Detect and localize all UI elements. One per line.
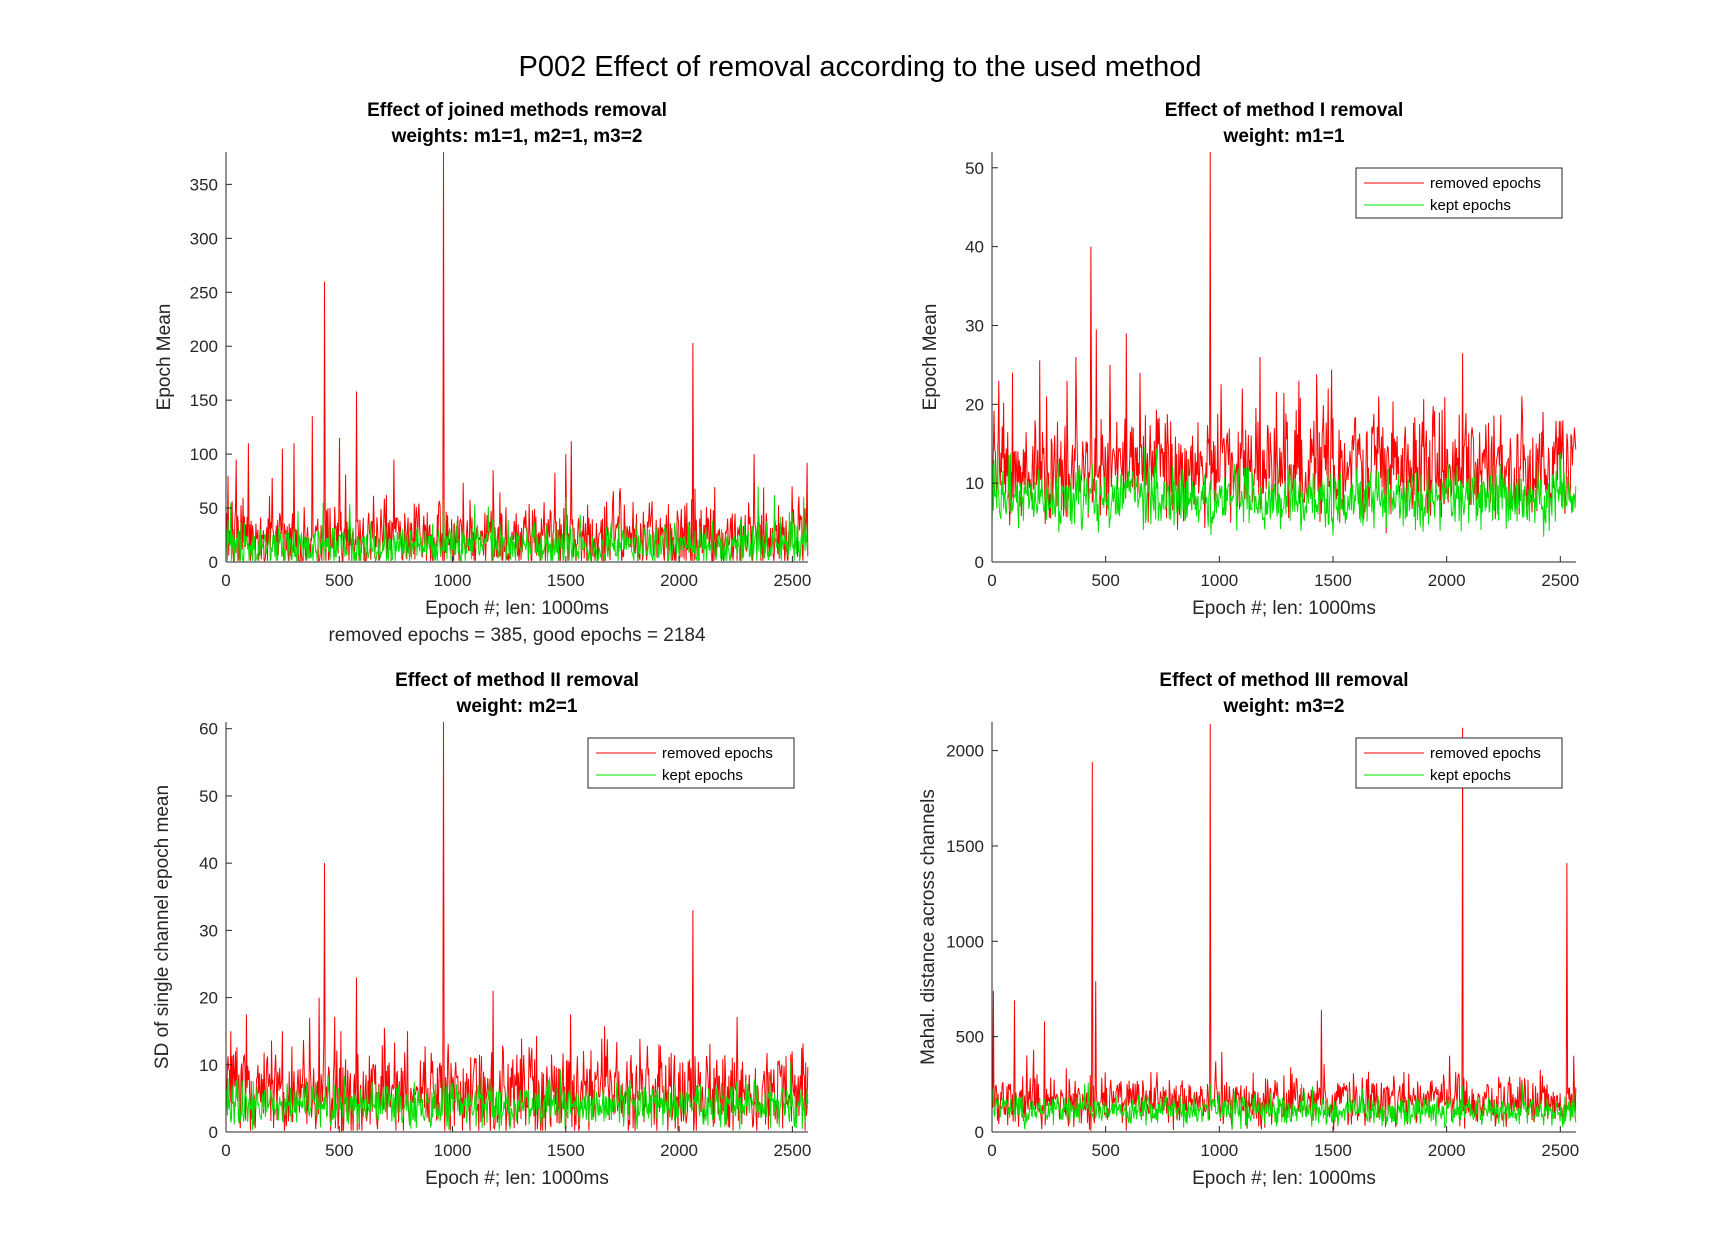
y-tick-label: 60 [199, 720, 218, 739]
subplots: Effect of joined methods removal weights:… [152, 100, 1579, 1189]
y-tick-label: 250 [190, 283, 218, 302]
y-tick-label: 30 [199, 921, 218, 940]
y-tick-label: 10 [199, 1056, 218, 1075]
y-tick-label: 2000 [946, 742, 984, 761]
legend: removed epochs kept epochs [587, 737, 795, 789]
legend-label-kept: kept epochs [662, 767, 743, 784]
legend-box [587, 737, 795, 789]
subplot-title-line-2: weights: m1=1, m2=1, m3=2 [391, 126, 643, 147]
x-tick-label: 500 [1091, 1141, 1119, 1160]
x-tick-label: 500 [1091, 571, 1119, 590]
y-tick-label: 0 [975, 1123, 984, 1142]
series-line-kept [991, 444, 1577, 537]
y-tick-label: 50 [199, 499, 218, 518]
series-group [225, 721, 809, 1132]
x-axis-label: Epoch #; len: 1000ms [1192, 598, 1376, 619]
y-axis-label: Epoch Mean [920, 304, 941, 411]
subplot-title-line-1: Effect of method III removal [1159, 670, 1408, 691]
subplot-3: Effect of method II removal weight: m2=1 0… [152, 670, 811, 1189]
legend-label-removed: removed epochs [1430, 745, 1541, 762]
legend: removed epochs kept epochs [1355, 737, 1563, 789]
x-tick-label: 1000 [434, 1141, 472, 1160]
subplot-title-line-2: weight: m3=2 [1223, 696, 1345, 717]
y-tick-label: 20 [199, 989, 218, 1008]
subplot-title-line-2: weight: m1=1 [1223, 126, 1345, 147]
x-tick-label: 2000 [1428, 571, 1466, 590]
x-tick-label: 0 [221, 571, 230, 590]
legend-label-removed: removed epochs [1430, 175, 1541, 192]
x-axis-label: Epoch #; len: 1000ms [425, 1168, 609, 1189]
y-axis-label: Mahal. distance across channels [918, 789, 939, 1065]
x-tick-label: 500 [325, 571, 353, 590]
y-tick-label: 1500 [946, 837, 984, 856]
x-tick-label: 2500 [773, 571, 811, 590]
subplot-title-line-2: weight: m2=1 [456, 696, 578, 717]
x-tick-label: 0 [987, 1141, 996, 1160]
x-tick-label: 1500 [1314, 571, 1352, 590]
x-tick-label: 2500 [773, 1141, 811, 1160]
legend-label-removed: removed epochs [662, 745, 773, 762]
x-tick-label: 1500 [547, 1141, 585, 1160]
figure-title: P002 Effect of removal according to the … [519, 51, 1202, 83]
x-tick-label: 1500 [1314, 1141, 1352, 1160]
series-line-removed [991, 723, 1577, 1131]
subplot-title-line-1: Effect of joined methods removal [367, 100, 667, 121]
legend-label-kept: kept epochs [1430, 767, 1511, 784]
series-line-removed [991, 151, 1577, 534]
legend-box [1355, 737, 1563, 789]
y-tick-label: 100 [190, 445, 218, 464]
series-line-kept [991, 1082, 1577, 1130]
x-tick-label: 2500 [1541, 571, 1579, 590]
series-line-kept [225, 486, 809, 563]
x-tick-label: 2000 [660, 571, 698, 590]
y-tick-label: 150 [190, 391, 218, 410]
x-tick-label: 2500 [1541, 1141, 1579, 1160]
y-tick-label: 0 [209, 553, 218, 572]
x-tick-label: 2000 [1428, 1141, 1466, 1160]
y-tick-label: 20 [965, 395, 984, 414]
x-axis-label: Epoch #; len: 1000ms [425, 598, 609, 619]
x-tick-label: 1000 [1200, 571, 1238, 590]
y-tick-label: 200 [190, 337, 218, 356]
y-tick-label: 50 [965, 159, 984, 178]
y-tick-label: 300 [190, 229, 218, 248]
x-tick-label: 1000 [1200, 1141, 1238, 1160]
legend-label-kept: kept epochs [1430, 197, 1511, 214]
y-tick-label: 350 [190, 175, 218, 194]
y-axis-label: Epoch Mean [154, 304, 175, 411]
y-tick-label: 40 [965, 238, 984, 257]
y-axis-label: SD of single channel epoch mean [152, 785, 173, 1069]
x-tick-label: 1000 [434, 571, 472, 590]
subplot-4: Effect of method III removal weight: m3=2… [918, 670, 1579, 1189]
x-tick-label: 1500 [547, 571, 585, 590]
series-line-kept [225, 1062, 809, 1131]
y-tick-label: 500 [956, 1028, 984, 1047]
legend: removed epochs kept epochs [1355, 167, 1563, 219]
x-tick-label: 0 [221, 1141, 230, 1160]
epoch-count-label: removed epochs = 385, good epochs = 2184 [328, 625, 706, 646]
x-tick-label: 0 [987, 571, 996, 590]
legend-box [1355, 167, 1563, 219]
y-tick-label: 1000 [946, 932, 984, 951]
subplot-1: Effect of joined methods removal weights:… [154, 100, 811, 646]
y-tick-label: 50 [199, 787, 218, 806]
y-tick-label: 0 [975, 553, 984, 572]
series-group [991, 723, 1577, 1131]
series-line-removed [225, 151, 809, 563]
series-group [225, 151, 809, 563]
x-tick-label: 2000 [660, 1141, 698, 1160]
subplot-title-line-1: Effect of method I removal [1165, 100, 1404, 121]
subplot-2: Effect of method I removal weight: m1=1 0 5… [920, 100, 1579, 619]
y-tick-label: 40 [199, 854, 218, 873]
x-tick-label: 500 [325, 1141, 353, 1160]
subplot-title-line-1: Effect of method II removal [395, 670, 639, 691]
x-axis-label: Epoch #; len: 1000ms [1192, 1168, 1376, 1189]
y-tick-label: 10 [965, 474, 984, 493]
y-tick-label: 30 [965, 316, 984, 335]
series-group [991, 151, 1577, 537]
y-tick-label: 0 [209, 1123, 218, 1142]
